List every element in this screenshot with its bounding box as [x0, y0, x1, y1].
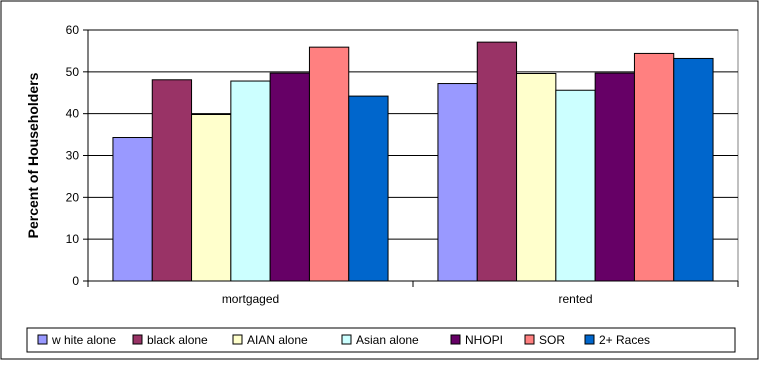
legend-label: black alone — [147, 333, 208, 347]
legend-swatch — [341, 334, 352, 345]
bar-rented-4 — [594, 72, 635, 282]
bar-mortgaged-0 — [112, 137, 153, 282]
legend-label: Asian alone — [356, 333, 419, 347]
bar-rented-1 — [476, 41, 518, 282]
y-axis-label: Percent of Householders — [25, 72, 41, 238]
y-tick-label: 50 — [66, 65, 80, 79]
y-tick-label: 10 — [66, 232, 80, 246]
bar-rented-6 — [673, 57, 714, 282]
bar-mortgaged-1 — [151, 79, 193, 282]
axes: 0 10 20 30 40 50 60 mortgaged rented — [66, 23, 739, 306]
y-tick-label: 0 — [72, 274, 79, 288]
y-tick-label: 60 — [66, 23, 80, 37]
legend-swatch — [132, 334, 143, 345]
y-tick-label: 30 — [66, 149, 80, 163]
legend-label: NHOPI — [465, 333, 503, 347]
bar-mortgaged-4 — [269, 72, 310, 282]
legend-label: w hite alone — [51, 333, 116, 347]
legend-swatch — [37, 334, 48, 345]
bar-mortgaged-5 — [308, 46, 350, 282]
legend-label: 2+ Races — [599, 333, 650, 347]
bar-mortgaged-3 — [230, 80, 271, 282]
legend-box — [26, 327, 736, 353]
y-tick-label: 40 — [66, 107, 80, 121]
y-tick-label: 20 — [66, 190, 80, 204]
x-tick-label: mortgaged — [222, 292, 279, 306]
legend-label: AIAN alone — [247, 333, 308, 347]
bar-mortgaged-6 — [348, 95, 389, 282]
bar-mortgaged-2 — [191, 114, 232, 282]
bar-rented-2 — [516, 73, 557, 282]
bar-rented-0 — [437, 83, 478, 282]
legend: w hite alone black alone AIAN alone Asian a… — [37, 333, 650, 347]
bars — [112, 41, 714, 282]
legend-swatch — [584, 334, 595, 345]
legend-swatch — [524, 334, 535, 345]
legend-label: SOR — [539, 333, 565, 347]
legend-swatch — [450, 334, 461, 345]
bar-rented-3 — [555, 89, 596, 282]
bar-rented-5 — [633, 52, 675, 282]
legend-swatch — [232, 334, 243, 345]
x-tick-label: rented — [558, 292, 592, 306]
